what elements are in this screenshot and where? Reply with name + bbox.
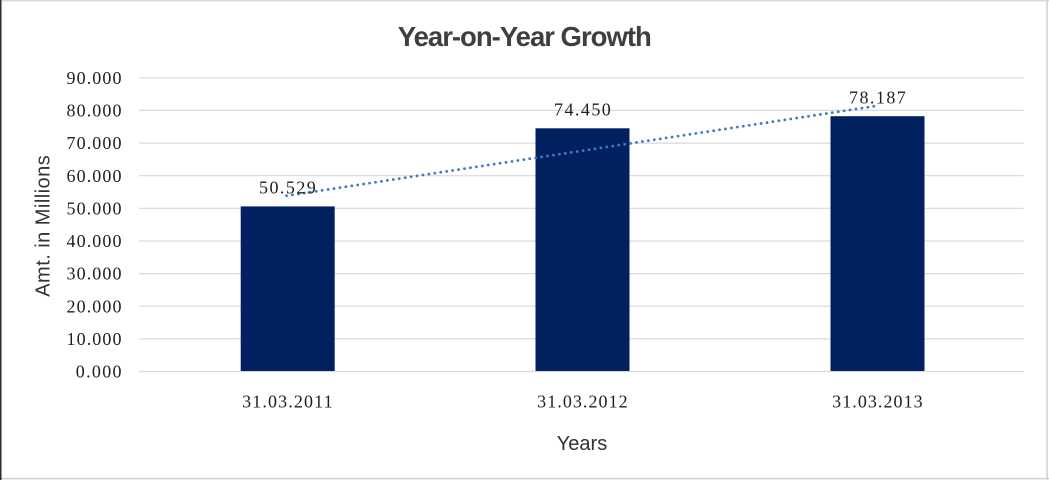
svg-text:70.000: 70.000 bbox=[67, 133, 122, 153]
svg-text:31.03.2011: 31.03.2011 bbox=[242, 392, 333, 412]
svg-text:90.000: 90.000 bbox=[67, 68, 122, 88]
svg-text:Year-on-Year Growth: Year-on-Year Growth bbox=[398, 21, 652, 52]
svg-text:0.000: 0.000 bbox=[76, 362, 122, 382]
svg-text:74.450: 74.450 bbox=[554, 100, 611, 120]
svg-text:10.000: 10.000 bbox=[67, 329, 122, 349]
svg-text:50.529: 50.529 bbox=[259, 178, 316, 198]
svg-text:Amt. in Millions: Amt. in Millions bbox=[33, 155, 55, 297]
svg-text:80.000: 80.000 bbox=[67, 101, 122, 121]
svg-text:31.03.2013: 31.03.2013 bbox=[832, 392, 923, 412]
svg-text:50.000: 50.000 bbox=[67, 198, 122, 218]
svg-text:31.03.2012: 31.03.2012 bbox=[537, 392, 628, 412]
svg-text:20.000: 20.000 bbox=[67, 296, 122, 316]
svg-text:30.000: 30.000 bbox=[67, 264, 122, 284]
svg-text:40.000: 40.000 bbox=[67, 231, 122, 251]
svg-text:60.000: 60.000 bbox=[67, 166, 122, 186]
svg-text:78.187: 78.187 bbox=[849, 88, 906, 108]
svg-text:Years: Years bbox=[557, 433, 607, 455]
